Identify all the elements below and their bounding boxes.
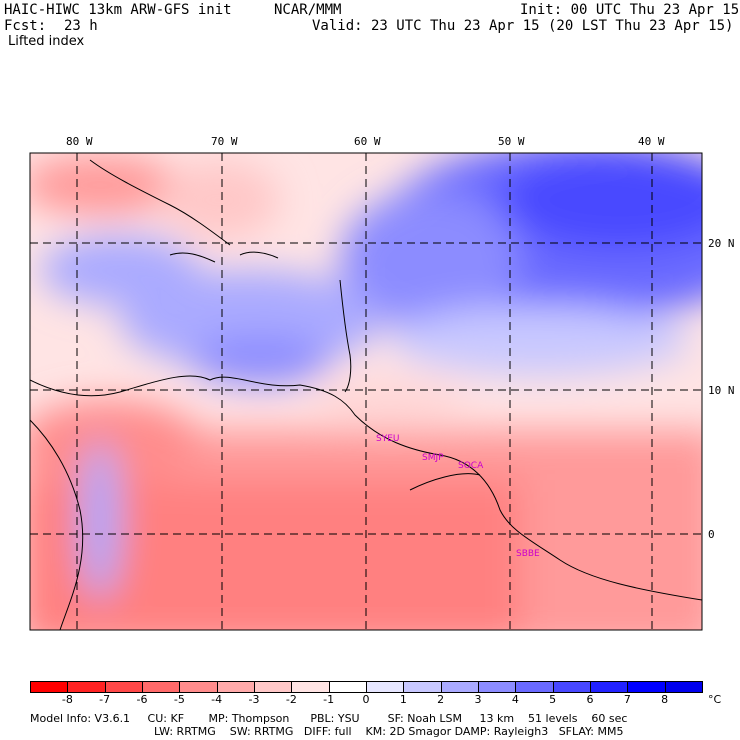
- colorbar-swatch: [30, 681, 69, 693]
- colorbar-swatch: [142, 681, 181, 693]
- forecast-hour: 23 h: [64, 18, 98, 34]
- graticule: [30, 153, 702, 630]
- colorbar-swatch: [664, 681, 703, 693]
- colorbar-swatch: [254, 681, 293, 693]
- colorbar-tick-label: -7: [99, 693, 111, 706]
- model-title: HAIC-HIWC 13km ARW-GFS init: [4, 2, 232, 18]
- station-soca: SOCA: [458, 461, 484, 471]
- colorbar-swatch: [403, 681, 442, 693]
- colorbar-swatch: [216, 681, 255, 693]
- colorbar-swatch: [515, 681, 554, 693]
- colorbar-swatch: [328, 681, 367, 693]
- station-syeu: SYEU: [376, 434, 399, 444]
- lat-label-10n: 10 N: [708, 384, 735, 397]
- station-markers: SYEU SMJP SOCA SBBE: [376, 434, 540, 559]
- colorbar-tick-label: 5: [549, 693, 557, 706]
- colorbar-tick-label: -1: [323, 693, 335, 706]
- colorbar-swatch: [590, 681, 629, 693]
- colorbar-tick-label: -8: [61, 693, 73, 706]
- lat-label-0: 0: [708, 528, 715, 541]
- colorbar-swatch: [552, 681, 591, 693]
- lon-label-70w: 70 W: [211, 135, 238, 148]
- colorbar-swatch: [291, 681, 330, 693]
- colorbar-tick-label: -5: [173, 693, 185, 706]
- colorbar-tick-label: 3: [474, 693, 482, 706]
- colorbar-tick-label: -2: [285, 693, 297, 706]
- shaded-field: [30, 153, 702, 630]
- colorbar-tick-label: 0: [362, 693, 370, 706]
- colorbar-swatch: [440, 681, 479, 693]
- colorbar-swatch: [67, 681, 106, 693]
- valid-time: Valid: 23 UTC Thu 23 Apr 15 (20 LST Thu …: [312, 18, 734, 34]
- model-info-line1: Model Info: V3.6.1 CU: KF MP: Thompson P…: [30, 712, 628, 725]
- lon-label-60w: 60 W: [354, 135, 381, 148]
- lat-label-20n: 20 N: [708, 237, 735, 250]
- colorbar-swatch: [104, 681, 143, 693]
- model-info-line2: LW: RRTMG SW: RRTMG DIFF: full KM: 2D Sm…: [154, 725, 624, 738]
- forecast-label: Fcst:: [4, 18, 47, 34]
- colorbar-tick-label: -3: [248, 693, 260, 706]
- lon-label-80w: 80 W: [66, 135, 93, 148]
- center-label: NCAR/MMM: [274, 2, 342, 18]
- field-name: Lifted index: [8, 34, 85, 49]
- lon-label-40w: 40 W: [638, 135, 665, 148]
- station-sbbe: SBBE: [516, 549, 540, 559]
- colorbar-tick-label: 1: [399, 693, 407, 706]
- colorbar-tick-label: 4: [511, 693, 519, 706]
- station-smjp: SMJP: [422, 453, 444, 463]
- colorbar-tick-label: 2: [437, 693, 445, 706]
- colorbar-unit: °C: [708, 693, 722, 706]
- colorbar-tick-label: 8: [661, 693, 669, 706]
- coastlines: [30, 159, 702, 630]
- colorbar-swatch: [366, 681, 405, 693]
- init-time: Init: 00 UTC Thu 23 Apr 15: [520, 2, 740, 18]
- colorbar-swatch: [627, 681, 666, 693]
- colorbar-tick-label: -6: [136, 693, 148, 706]
- colorbar-tick-label: -4: [211, 693, 223, 706]
- map-frame: [29, 152, 703, 631]
- colorbar-tick-label: 6: [586, 693, 594, 706]
- lon-label-50w: 50 W: [498, 135, 525, 148]
- colorbar-swatch: [179, 681, 218, 693]
- colorbar-tick-label: 7: [623, 693, 631, 706]
- colorbar-swatch: [478, 681, 517, 693]
